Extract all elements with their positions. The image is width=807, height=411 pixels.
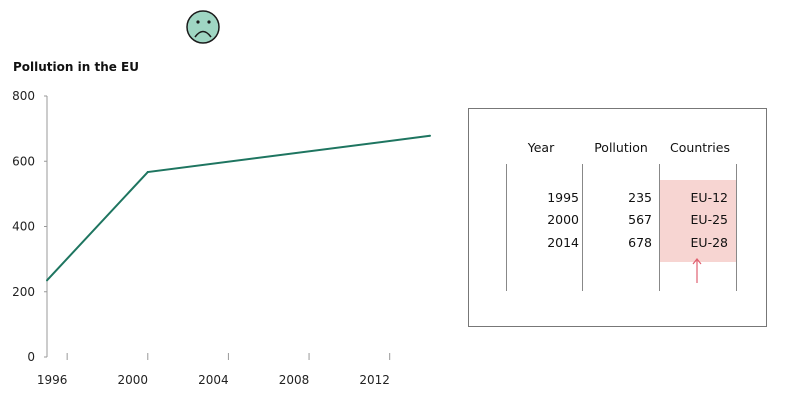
x-tick-label: 2008	[279, 373, 310, 387]
y-tick-label: 600	[12, 154, 35, 168]
data-table: Year Pollution Countries 1995 235 EU-12 …	[468, 108, 767, 327]
x-tick-label: 2004	[198, 373, 229, 387]
data-point	[146, 171, 149, 174]
table-cell-year: 2000	[547, 212, 579, 227]
y-tick-label: 800	[12, 89, 35, 103]
chart-series	[46, 134, 431, 282]
x-tick-label: 2000	[118, 373, 149, 387]
table-divider	[659, 164, 660, 291]
table-cell-pollution: 678	[628, 235, 652, 250]
table-cell-pollution: 567	[628, 212, 652, 227]
chart-title: Pollution in the EU	[13, 60, 139, 74]
header-countries: Countries	[670, 140, 730, 155]
up-arrow-icon	[692, 258, 702, 283]
table-divider	[582, 164, 583, 291]
countries-highlight	[659, 180, 736, 262]
sad-face-icon	[186, 10, 220, 44]
table-cell-countries: EU-25	[690, 212, 728, 227]
table-cell-year: 2014	[547, 235, 579, 250]
x-tick-label: 1996	[37, 373, 68, 387]
y-tick-label: 200	[12, 285, 35, 299]
table-cell-countries: EU-12	[690, 190, 728, 205]
table-cell-year: 1995	[547, 190, 579, 205]
series-line	[46, 134, 431, 282]
x-tick-label: 2012	[359, 373, 390, 387]
table-divider	[736, 164, 737, 291]
header-year: Year	[527, 140, 555, 155]
table-divider	[506, 164, 507, 291]
table-cell-countries: EU-28	[690, 235, 728, 250]
header-pollution: Pollution	[594, 140, 648, 155]
y-tick-label: 0	[27, 350, 35, 364]
data-point	[46, 279, 48, 282]
y-tick-label: 400	[12, 220, 35, 234]
data-point	[429, 134, 431, 137]
table-cell-pollution: 235	[628, 190, 652, 205]
